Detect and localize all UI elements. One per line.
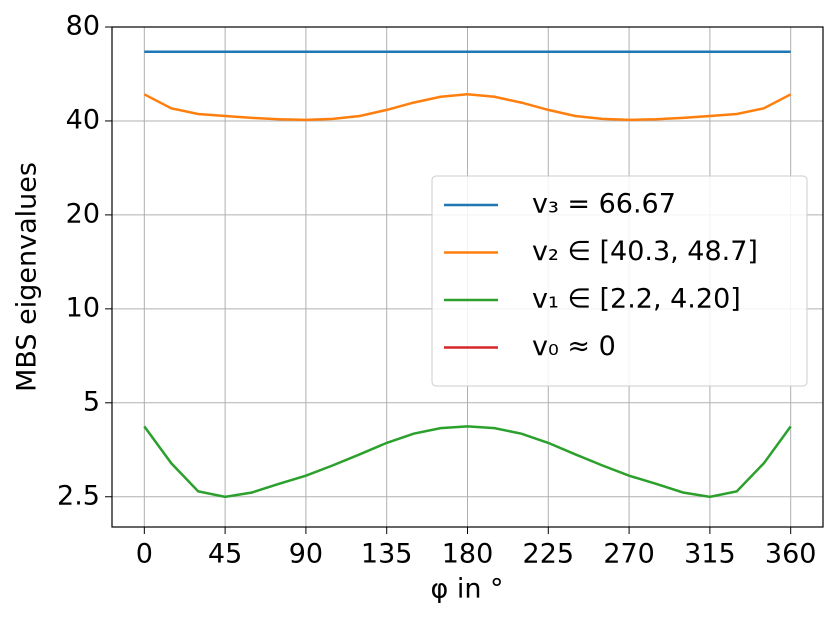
series-line <box>143 93 792 122</box>
legend-label: v₀ ≈ 0 <box>532 331 616 362</box>
lines <box>143 50 792 499</box>
x-tick-label: 0 <box>136 539 153 570</box>
x-tick-label: 135 <box>361 539 413 570</box>
legend: v₃ = 66.67 v₂ ∈ [40.3, 48.7] v₁ ∈ [2.2, 4.… <box>431 175 808 387</box>
legend-label: v₁ ∈ [2.2, 4.20] <box>532 284 741 315</box>
x-tick-label: 90 <box>289 539 323 570</box>
series-line <box>143 425 792 499</box>
y-tick-label: 80 <box>66 11 100 42</box>
x-tick-label: 315 <box>684 539 736 570</box>
x-axis-label: φ in ° <box>430 574 503 605</box>
legend-label: v₂ ∈ [40.3, 48.7] <box>532 236 758 267</box>
x-tick-label: 225 <box>523 539 575 570</box>
y-tick-label: 20 <box>66 198 100 229</box>
legend-label: v₃ = 66.67 <box>532 189 676 220</box>
x-tick-label: 180 <box>442 539 494 570</box>
y-tick-label: 10 <box>66 292 100 323</box>
y-axis-label: MBS eigenvalues <box>12 162 43 392</box>
y-tick-label: 5 <box>83 386 100 417</box>
x-tick-label: 45 <box>208 539 242 570</box>
y-tick-label: 2.5 <box>57 480 100 511</box>
x-tick-label: 270 <box>603 539 655 570</box>
y-tick-label: 40 <box>66 104 100 135</box>
legend-box <box>431 175 808 387</box>
x-tick-label: 360 <box>765 539 817 570</box>
